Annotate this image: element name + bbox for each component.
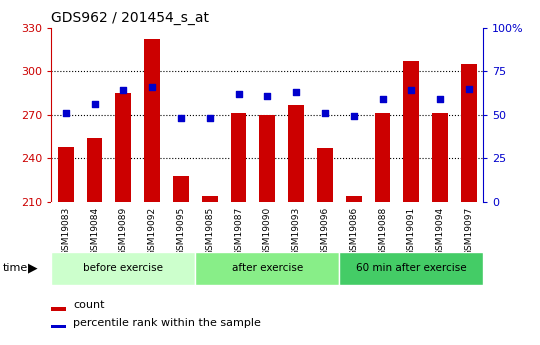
Text: GSM19093: GSM19093 — [292, 207, 301, 256]
Text: GSM19091: GSM19091 — [407, 207, 416, 256]
Text: time: time — [3, 263, 28, 273]
Point — [436, 96, 444, 102]
Text: before exercise: before exercise — [83, 263, 163, 273]
Point — [119, 88, 127, 93]
Text: GSM19089: GSM19089 — [119, 207, 128, 256]
Bar — [51, 325, 66, 328]
Point — [321, 110, 329, 116]
Text: GSM19090: GSM19090 — [263, 207, 272, 256]
Bar — [195, 252, 339, 285]
Bar — [144, 39, 160, 202]
Bar — [51, 307, 66, 310]
Point — [148, 84, 157, 90]
Text: GSM19097: GSM19097 — [464, 207, 474, 256]
Point — [177, 116, 185, 121]
Bar — [231, 113, 246, 202]
Point — [292, 89, 300, 95]
Bar — [432, 113, 448, 202]
Text: 60 min after exercise: 60 min after exercise — [356, 263, 467, 273]
Text: GSM19092: GSM19092 — [147, 207, 157, 256]
Text: GSM19096: GSM19096 — [320, 207, 329, 256]
Text: count: count — [73, 300, 104, 310]
Bar — [116, 93, 131, 202]
Bar — [173, 176, 189, 202]
Text: GSM19083: GSM19083 — [61, 207, 70, 256]
Bar — [51, 252, 195, 285]
Bar — [202, 196, 218, 202]
Text: ▶: ▶ — [28, 262, 38, 275]
Point — [90, 101, 99, 107]
Text: GSM19087: GSM19087 — [234, 207, 243, 256]
Point — [62, 110, 70, 116]
Text: GSM19088: GSM19088 — [378, 207, 387, 256]
Text: GSM19084: GSM19084 — [90, 207, 99, 256]
Point — [407, 88, 416, 93]
Point — [234, 91, 243, 97]
Bar — [346, 196, 362, 202]
Text: percentile rank within the sample: percentile rank within the sample — [73, 318, 261, 328]
Bar — [86, 138, 103, 202]
Text: GSM19094: GSM19094 — [436, 207, 444, 256]
Bar — [58, 147, 73, 202]
Bar — [259, 115, 275, 202]
Bar — [339, 252, 483, 285]
Text: GSM19085: GSM19085 — [205, 207, 214, 256]
Bar — [403, 61, 419, 202]
Point — [349, 114, 358, 119]
Point — [464, 86, 473, 91]
Bar — [288, 105, 304, 202]
Bar — [461, 64, 477, 202]
Bar — [375, 113, 390, 202]
Point — [263, 93, 272, 98]
Text: GSM19086: GSM19086 — [349, 207, 358, 256]
Text: GDS962 / 201454_s_at: GDS962 / 201454_s_at — [51, 11, 210, 25]
Text: after exercise: after exercise — [232, 263, 303, 273]
Bar — [317, 148, 333, 202]
Point — [205, 116, 214, 121]
Text: GSM19095: GSM19095 — [177, 207, 185, 256]
Point — [378, 96, 387, 102]
